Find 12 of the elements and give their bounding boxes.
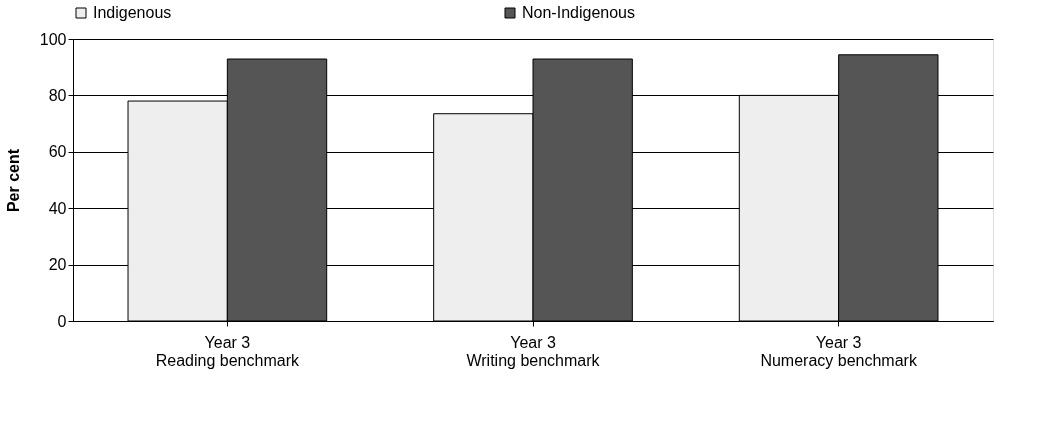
y-tick-label: 100: [39, 30, 67, 48]
x-tick-label: Year 3 Numeracy benchmark: [760, 333, 918, 369]
legend-label: Indigenous: [93, 4, 172, 21]
y-tick-label: 0: [57, 312, 67, 330]
y-tick-label: 20: [48, 256, 67, 274]
y-axis-title: Per cent: [4, 148, 22, 213]
y-tick-label: 60: [48, 143, 67, 161]
x-tick-label: Year 3 Reading benchmark: [155, 333, 300, 369]
y-tick-label: 40: [48, 199, 67, 217]
x-tick-label: Year 3 Writing benchmark: [466, 333, 601, 369]
y-tick-label: 80: [48, 86, 67, 104]
legend-label: Non-Indigenous: [522, 4, 635, 21]
